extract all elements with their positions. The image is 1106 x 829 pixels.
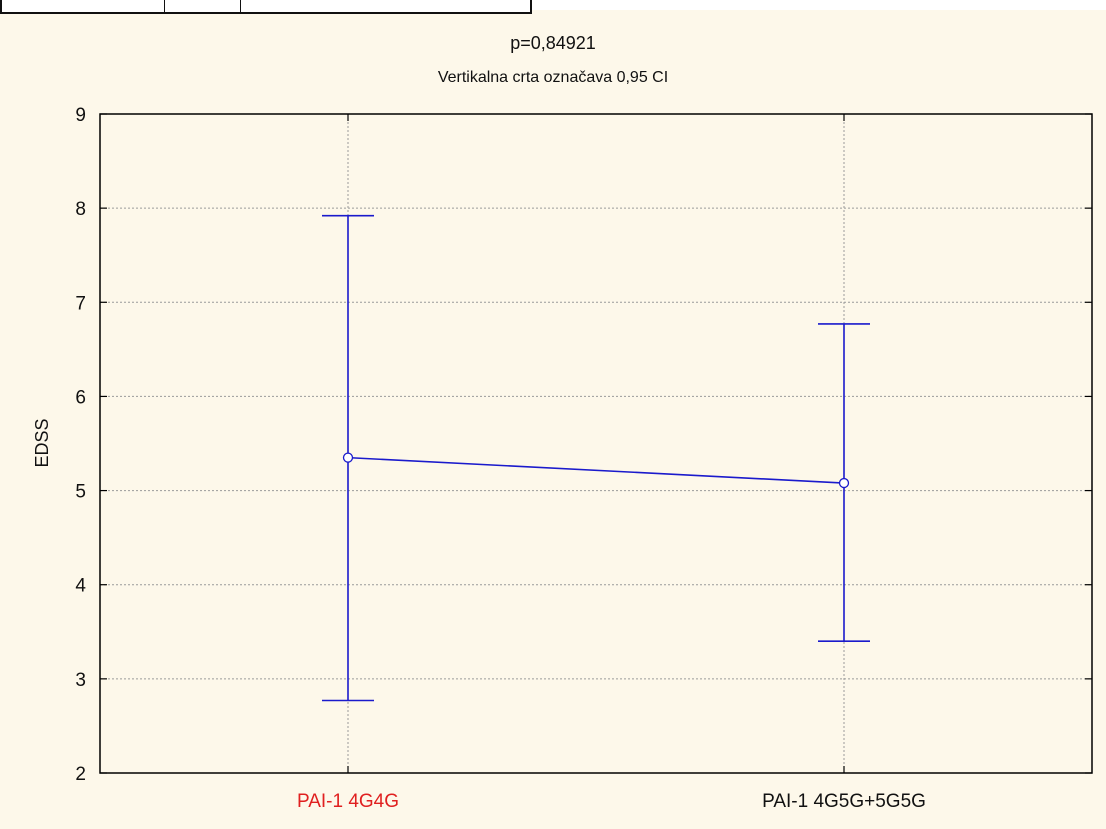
y-tick-label: 7: [75, 293, 86, 314]
mean-line: [347, 456, 845, 484]
y-tick-label: 8: [75, 199, 86, 220]
table-cell: [165, 0, 241, 12]
y-axis-label: EDSS: [32, 418, 52, 467]
y-tick-label: 4: [75, 576, 86, 597]
y-tick-label: 5: [75, 482, 86, 503]
y-tick-label: 6: [75, 387, 86, 408]
table-cell: [2, 0, 165, 12]
x-category-label: PAI-1 4G5G+5G5G: [762, 791, 926, 812]
y-tick-label: 9: [75, 105, 86, 126]
chart-background: [0, 10, 1106, 829]
plot-frame: [99, 113, 1093, 774]
y-axis: 2 3 4 5 6 7 8 9: [75, 105, 1092, 785]
mean-point: [342, 452, 354, 463]
clipped-table-fragment: [0, 0, 532, 14]
chart-subtitle: Vertikalna crta označava 0,95 CI: [438, 69, 668, 86]
y-tick-label: 2: [75, 764, 86, 785]
series: [322, 214, 870, 702]
chart-title: p=0,84921: [510, 33, 596, 53]
x-category-label: PAI-1 4G4G: [297, 791, 399, 812]
x-axis: PAI-1 4G4G PAI-1 4G5G+5G5G: [297, 114, 926, 812]
mean-point: [838, 477, 850, 489]
y-tick-label: 3: [75, 670, 86, 691]
